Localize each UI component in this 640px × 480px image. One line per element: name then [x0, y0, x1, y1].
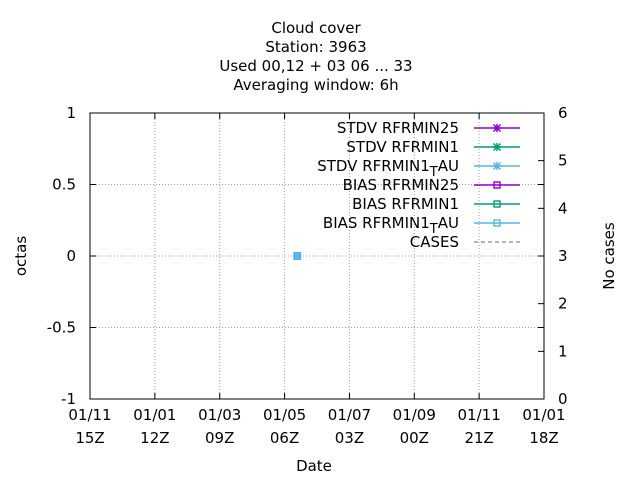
- y2-tick-label: 6: [558, 104, 568, 122]
- y-tick-label: -1: [61, 390, 76, 408]
- grid: [90, 113, 544, 399]
- title-line: Used 00,12 + 03 06 ... 33: [219, 57, 412, 75]
- plot-frame: [89, 112, 545, 400]
- legend-label: BIAS RFRMIN1: [352, 195, 459, 213]
- y-axis-ticks: 1 0.5 0 -0.5 -1: [47, 104, 544, 408]
- x-tick-label-date: 01/05: [263, 406, 306, 424]
- legend-marker-square: [493, 200, 501, 208]
- y-tick-label: 1: [66, 104, 76, 122]
- y2-axis-ticks: 6 5 4 3 2 1 0: [538, 104, 568, 408]
- legend-item: CASES: [410, 233, 520, 251]
- y-tick-label: 0.5: [52, 176, 76, 194]
- y-tick-label: -0.5: [47, 319, 76, 337]
- x-tick-label-hour: 12Z: [140, 429, 169, 447]
- legend-marker-star: [492, 123, 502, 133]
- x-tick-label-hour: 06Z: [270, 429, 299, 447]
- legend-item: STDV RFRMIN25: [337, 119, 520, 137]
- x-tick-label-date: 01/03: [198, 406, 241, 424]
- legend-item: STDV RFRMIN1TAU: [317, 157, 520, 180]
- data-point: [293, 252, 302, 260]
- x-tick-label-hour: 09Z: [205, 429, 234, 447]
- legend-item: BIAS RFRMIN1: [352, 195, 520, 213]
- legend-marker-star: [492, 142, 502, 152]
- x-axis-ticks: 01/11 15Z 01/01 12Z 01/03 09Z 01/05 06Z 01/07 03Z…: [68, 113, 566, 447]
- x-tick-label-hour: 15Z: [75, 429, 104, 447]
- legend-label: BIAS RFRMIN1TAU: [323, 214, 459, 237]
- x-tick-label-date: 01/01: [133, 406, 176, 424]
- y2-tick-label: 1: [558, 342, 568, 360]
- y2-tick-label: 4: [558, 199, 568, 217]
- title-line: Averaging window: 6h: [233, 76, 398, 94]
- y2-tick-label: 0: [558, 390, 568, 408]
- legend-label: STDV RFRMIN1TAU: [317, 157, 459, 180]
- legend-label: BIAS RFRMIN25: [343, 176, 459, 194]
- y-axis-label: octas: [12, 236, 30, 276]
- legend-marker-square: [493, 181, 501, 189]
- legend-label: STDV RFRMIN25: [337, 119, 459, 137]
- x-tick-label-date: 01/01: [522, 406, 565, 424]
- legend-item: BIAS RFRMIN25: [343, 176, 520, 194]
- x-tick-label-hour: 03Z: [335, 429, 364, 447]
- legend-item: BIAS RFRMIN1TAU: [323, 214, 520, 237]
- x-tick-label-date: 01/11: [458, 406, 501, 424]
- legend-marker-star: [492, 161, 502, 171]
- title-line: Cloud cover: [271, 19, 361, 37]
- y2-axis-label: No cases: [600, 222, 618, 290]
- y-tick-label: 0: [66, 247, 76, 265]
- x-tick-label-hour: 21Z: [464, 429, 493, 447]
- x-tick-label-hour: 18Z: [529, 429, 558, 447]
- y2-tick-label: 5: [558, 152, 568, 170]
- y2-tick-label: 3: [558, 247, 568, 265]
- x-tick-label-date: 01/07: [328, 406, 371, 424]
- x-axis-label: Date: [296, 457, 332, 475]
- title-line: Station: 3963: [265, 38, 366, 56]
- y2-tick-label: 2: [558, 295, 568, 313]
- x-tick-label-date: 01/09: [393, 406, 436, 424]
- data-marks: [293, 252, 302, 260]
- legend-label: CASES: [410, 233, 459, 251]
- legend-marker-square: [493, 219, 501, 227]
- x-tick-label-date: 01/11: [68, 406, 111, 424]
- legend-label: STDV RFRMIN1: [346, 138, 459, 156]
- legend-item: STDV RFRMIN1: [346, 138, 520, 156]
- x-tick-label-hour: 00Z: [400, 429, 429, 447]
